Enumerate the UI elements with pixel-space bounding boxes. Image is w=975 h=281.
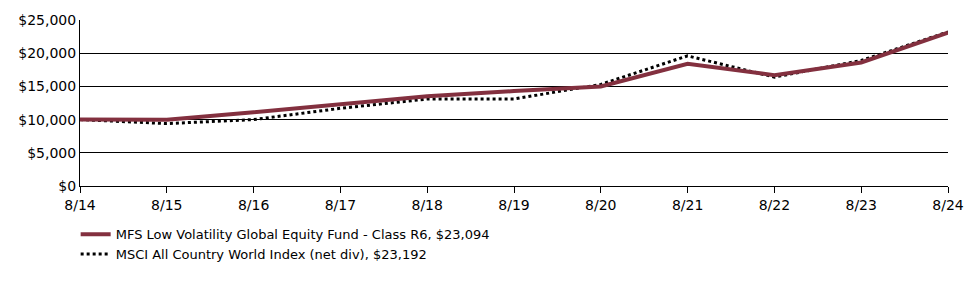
svg-text:$20,000: $20,000 bbox=[18, 45, 76, 61]
svg-text:8/24: 8/24 bbox=[932, 197, 964, 213]
svg-text:MFS Low Volatility Global Equi: MFS Low Volatility Global Equity Fund - … bbox=[116, 227, 490, 242]
svg-text:8/17: 8/17 bbox=[325, 197, 356, 213]
svg-text:MSCI All Country World Index (: MSCI All Country World Index (net div), … bbox=[116, 247, 427, 262]
svg-text:8/22: 8/22 bbox=[759, 197, 790, 213]
svg-text:8/21: 8/21 bbox=[672, 197, 703, 213]
svg-text:8/20: 8/20 bbox=[585, 197, 616, 213]
svg-text:$25,000: $25,000 bbox=[18, 12, 76, 28]
svg-text:8/14: 8/14 bbox=[64, 197, 96, 213]
svg-text:8/18: 8/18 bbox=[411, 197, 442, 213]
svg-text:8/23: 8/23 bbox=[845, 197, 876, 213]
svg-text:8/19: 8/19 bbox=[498, 197, 529, 213]
svg-text:$10,000: $10,000 bbox=[18, 112, 76, 128]
svg-text:8/16: 8/16 bbox=[238, 197, 270, 213]
svg-text:$0: $0 bbox=[58, 178, 76, 194]
svg-text:$5,000: $5,000 bbox=[27, 145, 76, 161]
svg-text:8/15: 8/15 bbox=[151, 197, 182, 213]
svg-text:$15,000: $15,000 bbox=[18, 78, 76, 94]
